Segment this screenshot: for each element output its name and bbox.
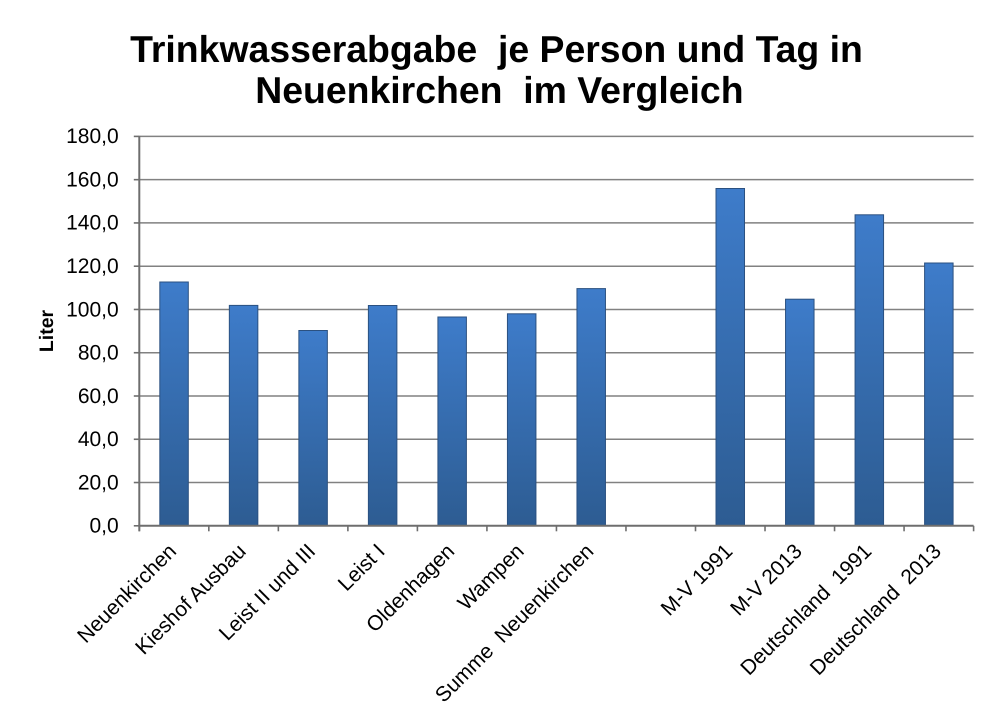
svg-text:140,0: 140,0 xyxy=(66,212,119,235)
svg-text:180,0: 180,0 xyxy=(66,125,119,148)
svg-text:0,0: 0,0 xyxy=(89,515,118,538)
svg-text:40,0: 40,0 xyxy=(78,428,119,451)
svg-text:160,0: 160,0 xyxy=(66,168,119,191)
svg-text:Liter: Liter xyxy=(36,309,58,352)
svg-text:Neuenkirchen im Vergleich: Neuenkirchen im Vergleich xyxy=(255,69,743,111)
svg-text:80,0: 80,0 xyxy=(78,342,119,365)
svg-text:60,0: 60,0 xyxy=(78,385,119,408)
svg-text:100,0: 100,0 xyxy=(66,298,119,321)
svg-text:120,0: 120,0 xyxy=(66,255,119,278)
svg-text:Trinkwasserabgabe je Person u: Trinkwasserabgabe je Person und Tag in xyxy=(130,28,863,70)
svg-text:20,0: 20,0 xyxy=(78,471,119,494)
